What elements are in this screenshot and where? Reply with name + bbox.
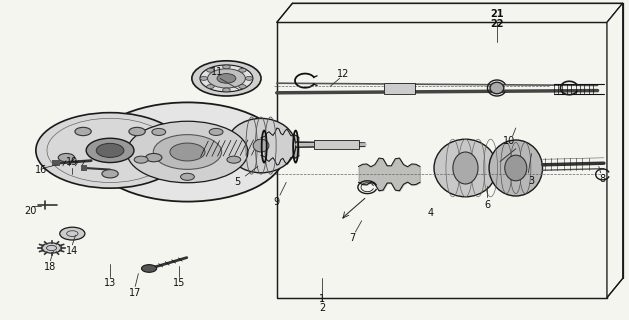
Circle shape [134, 156, 148, 163]
Text: 5: 5 [235, 177, 241, 188]
Text: 22: 22 [490, 19, 504, 29]
Circle shape [192, 61, 261, 96]
Circle shape [200, 65, 253, 92]
Ellipse shape [226, 118, 296, 173]
Polygon shape [314, 140, 359, 149]
Text: 8: 8 [599, 174, 606, 184]
Text: 13: 13 [104, 278, 116, 288]
Text: 10: 10 [503, 136, 516, 146]
Text: 19: 19 [66, 156, 79, 167]
Ellipse shape [489, 140, 542, 196]
Circle shape [75, 127, 91, 136]
Circle shape [36, 113, 184, 188]
Text: 1: 1 [319, 294, 325, 304]
Text: 16: 16 [35, 164, 47, 175]
Circle shape [127, 121, 248, 183]
Ellipse shape [253, 139, 269, 152]
Text: 9: 9 [274, 196, 280, 207]
Text: 20: 20 [24, 206, 36, 216]
Circle shape [90, 102, 285, 202]
Text: 6: 6 [484, 200, 491, 210]
Text: 2: 2 [319, 303, 325, 313]
Circle shape [102, 170, 118, 178]
Circle shape [152, 128, 165, 135]
Circle shape [60, 227, 85, 240]
Circle shape [223, 65, 230, 69]
Circle shape [208, 69, 245, 88]
Ellipse shape [434, 139, 497, 197]
Circle shape [245, 76, 253, 80]
Text: 3: 3 [528, 176, 535, 186]
Polygon shape [167, 136, 184, 165]
Circle shape [145, 154, 162, 162]
Circle shape [170, 143, 205, 161]
Ellipse shape [504, 155, 526, 181]
Circle shape [86, 138, 134, 163]
Circle shape [142, 265, 157, 272]
Circle shape [129, 127, 145, 136]
Text: 7: 7 [349, 233, 355, 244]
Text: 21: 21 [490, 9, 504, 20]
Text: 15: 15 [173, 278, 186, 288]
Circle shape [200, 76, 208, 80]
Circle shape [181, 173, 194, 180]
Polygon shape [607, 3, 623, 298]
Ellipse shape [453, 152, 478, 184]
Ellipse shape [490, 82, 504, 94]
Circle shape [209, 128, 223, 135]
Text: 4: 4 [428, 208, 434, 218]
Polygon shape [277, 22, 607, 298]
Circle shape [223, 88, 230, 92]
Text: 17: 17 [129, 288, 142, 298]
Circle shape [207, 84, 214, 88]
Circle shape [238, 84, 246, 88]
Text: 12: 12 [337, 68, 349, 79]
Polygon shape [277, 3, 623, 22]
Circle shape [42, 243, 62, 253]
Circle shape [153, 135, 221, 169]
Text: 18: 18 [44, 262, 57, 272]
Circle shape [227, 156, 241, 163]
Polygon shape [384, 83, 415, 94]
Circle shape [58, 154, 75, 162]
Text: 11: 11 [211, 67, 223, 77]
Text: 14: 14 [66, 246, 79, 256]
Circle shape [238, 68, 246, 72]
Circle shape [207, 68, 214, 72]
Polygon shape [52, 160, 60, 166]
Polygon shape [81, 165, 87, 171]
Circle shape [217, 74, 236, 83]
Circle shape [96, 143, 124, 157]
